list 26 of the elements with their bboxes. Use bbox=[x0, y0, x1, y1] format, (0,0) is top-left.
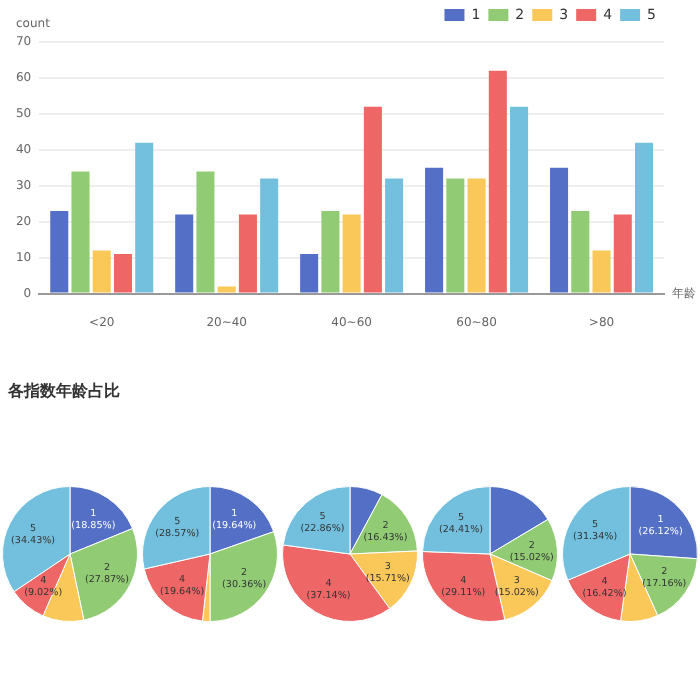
bar bbox=[50, 210, 69, 293]
bar bbox=[467, 178, 486, 293]
bar bbox=[425, 167, 444, 293]
bar bbox=[634, 142, 654, 293]
bar bbox=[321, 210, 340, 293]
bar bbox=[385, 178, 404, 293]
bar bbox=[363, 106, 382, 293]
bar bbox=[446, 178, 465, 293]
bar bbox=[613, 214, 632, 293]
bar bbox=[510, 106, 529, 293]
bar bbox=[550, 167, 569, 293]
bar bbox=[196, 171, 215, 293]
bar bbox=[71, 171, 90, 293]
bar bbox=[571, 210, 590, 293]
chart-title: 各指数年龄占比 bbox=[8, 380, 120, 402]
bar bbox=[113, 254, 133, 293]
bar bbox=[300, 254, 319, 293]
bar bbox=[488, 70, 507, 293]
bar bbox=[135, 142, 154, 293]
bar bbox=[342, 214, 361, 293]
bar bbox=[260, 178, 279, 293]
bar bbox=[175, 214, 194, 293]
bar bbox=[592, 250, 611, 293]
bar bbox=[217, 286, 236, 293]
bar bbox=[238, 214, 257, 293]
bar bbox=[92, 250, 111, 293]
